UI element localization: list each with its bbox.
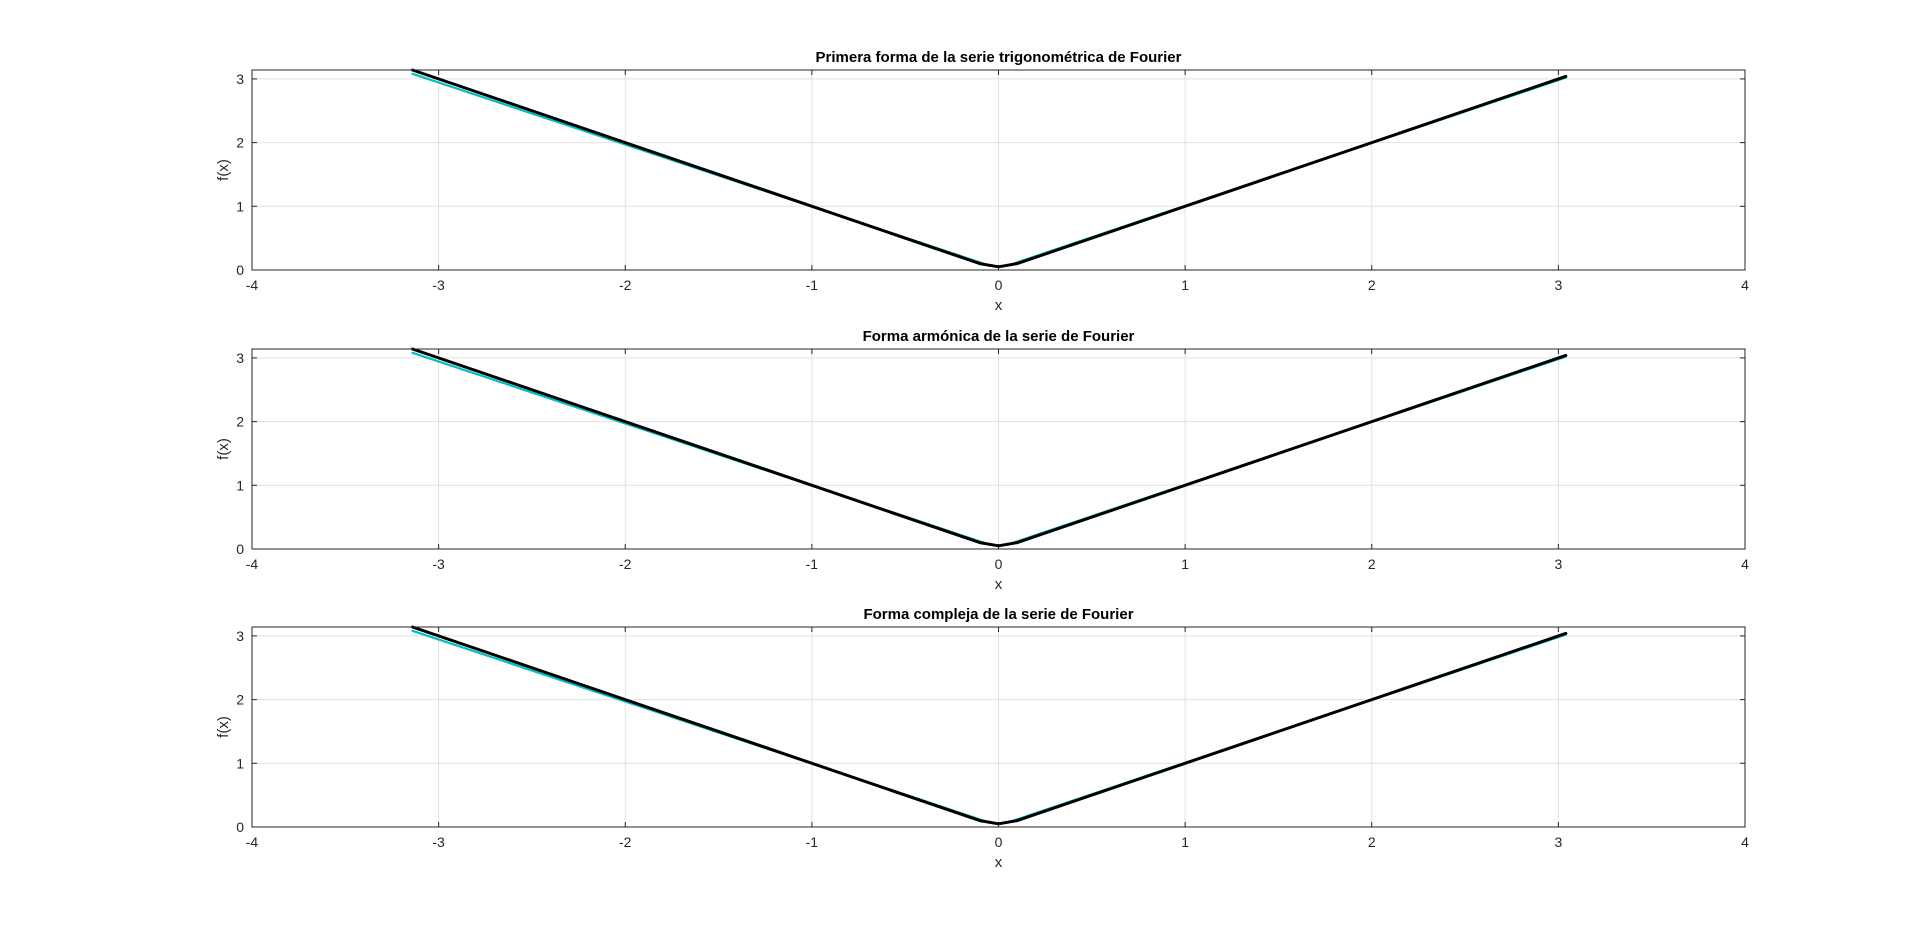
x-tick-label: 2 (1368, 277, 1376, 293)
y-tick-label: 0 (236, 262, 244, 278)
y-tick-label: 2 (236, 414, 244, 430)
x-tick-label: 2 (1368, 834, 1376, 850)
x-tick-label: -1 (806, 834, 819, 850)
y-tick-label: 3 (236, 628, 244, 644)
x-axis-label: x (995, 576, 1003, 593)
x-tick-label: -3 (432, 834, 445, 850)
x-tick-label: 3 (1554, 834, 1562, 850)
subplot-2: -4 -3 -2 -1 0 1 2 3 4 0 1 2 3 Forma armónica de la se… (215, 328, 1749, 593)
x-tick-label: 1 (1181, 556, 1189, 572)
x-tick-label: 4 (1741, 556, 1749, 572)
x-tick-label: -2 (619, 556, 632, 572)
series-line-2 (411, 625, 1568, 826)
y-axis-label: f(x) (215, 159, 232, 181)
x-tick-label: 4 (1741, 834, 1749, 850)
y-axis-label: f(x) (215, 438, 232, 460)
y-tick-label: 1 (236, 198, 244, 214)
x-tick-label: 3 (1554, 556, 1562, 572)
x-tick-label: 3 (1554, 277, 1562, 293)
subplot-1: -4 -3 -2 -1 0 1 2 3 4 0 1 2 3 Primera forma de la ser… (215, 49, 1749, 314)
subplot-3: -4 -3 -2 -1 0 1 2 3 4 0 1 2 3 Forma compleja de la se… (215, 606, 1749, 871)
axes-box (251, 626, 1746, 828)
y-tick-label: 1 (236, 755, 244, 771)
chart-title: Forma compleja de la serie de Fourier (863, 606, 1133, 623)
series-line-2 (411, 68, 1568, 269)
x-tick-label: -3 (432, 556, 445, 572)
y-tick-label: 0 (236, 541, 244, 557)
x-tick-label: -4 (246, 556, 259, 572)
x-tick-label: -4 (246, 277, 259, 293)
y-tick-label: 0 (236, 819, 244, 835)
chart-title: Primera forma de la serie trigonométrica… (816, 49, 1182, 66)
axes-box (251, 348, 1746, 550)
x-tick-label: -1 (806, 556, 819, 572)
y-tick-label: 2 (236, 135, 244, 151)
x-tick-label: 0 (995, 834, 1003, 850)
x-tick-label: 2 (1368, 556, 1376, 572)
y-tick-label: 3 (236, 350, 244, 366)
axes-box (251, 69, 1746, 271)
y-tick-label: 3 (236, 71, 244, 87)
y-tick-label: 2 (236, 692, 244, 708)
x-axis-label: x (995, 854, 1003, 871)
x-tick-label: 1 (1181, 277, 1189, 293)
series-line-2 (411, 347, 1568, 548)
x-tick-label: 0 (995, 556, 1003, 572)
x-tick-label: -4 (246, 834, 259, 850)
x-tick-label: 0 (995, 277, 1003, 293)
y-tick-label: 1 (236, 477, 244, 493)
x-tick-label: -2 (619, 277, 632, 293)
y-axis-label: f(x) (215, 716, 232, 738)
x-axis-label: x (995, 297, 1003, 314)
x-tick-label: 4 (1741, 277, 1749, 293)
x-tick-label: -1 (806, 277, 819, 293)
x-tick-label: 1 (1181, 834, 1189, 850)
x-tick-label: -3 (432, 277, 445, 293)
x-tick-label: -2 (619, 834, 632, 850)
chart-title: Forma armónica de la serie de Fourier (863, 328, 1135, 345)
